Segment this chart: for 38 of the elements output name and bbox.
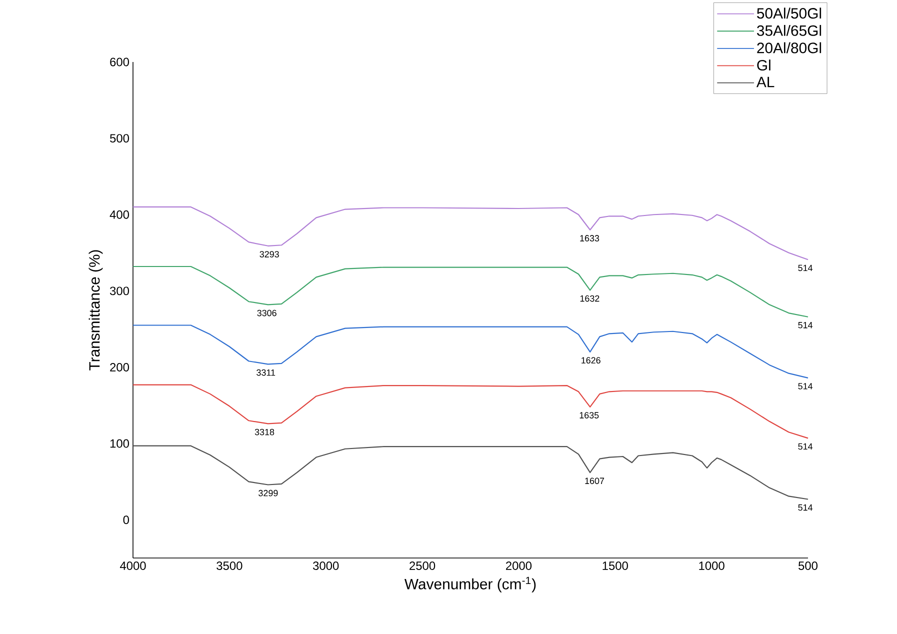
annotation: 514 bbox=[798, 443, 813, 450]
y-tick-label: 400 bbox=[110, 210, 130, 219]
x-tick-label: 500 bbox=[798, 562, 818, 570]
legend-label: AL bbox=[756, 76, 774, 88]
x-axis-title: Wavenumber (cm$^{-1}$) bbox=[404, 576, 536, 592]
y-axis-title: Transmittance (%) bbox=[88, 250, 103, 370]
x-tick-label: 3500 bbox=[216, 562, 242, 570]
x-tick-label: 1000 bbox=[699, 562, 724, 570]
annotation: 1635 bbox=[580, 412, 599, 418]
x-tick-label: 2500 bbox=[410, 562, 436, 570]
legend-label: 50Al/50Gl bbox=[757, 8, 822, 19]
annotation: 1633 bbox=[580, 235, 600, 242]
x-tick-label: 4000 bbox=[120, 562, 146, 570]
annotation: 3293 bbox=[260, 251, 279, 258]
legend-label: Gl bbox=[757, 60, 770, 71]
annotation: 3311 bbox=[256, 369, 276, 376]
x-tick-label: 2000 bbox=[506, 562, 532, 570]
y-tick-label: 300 bbox=[110, 286, 130, 296]
x-tick-label: 3000 bbox=[313, 562, 339, 570]
annotation: 3318 bbox=[254, 428, 274, 436]
annotation: 514 bbox=[798, 504, 813, 511]
y-tick-label: 200 bbox=[110, 363, 130, 372]
legend-label: 20Al/80Gl bbox=[757, 42, 822, 54]
annotation: 3299 bbox=[258, 490, 278, 496]
annotation: 3306 bbox=[257, 310, 276, 316]
annotation: 1607 bbox=[585, 478, 604, 484]
y-tick-label: 500 bbox=[110, 134, 130, 143]
legend-label: 35Al/65Gl bbox=[756, 24, 822, 36]
x-tick-label: 1500 bbox=[602, 562, 628, 570]
y-tick-label: 600 bbox=[110, 58, 130, 66]
annotation: 1626 bbox=[582, 357, 600, 364]
line-series bbox=[132, 206, 809, 260]
annotation: 514 bbox=[798, 383, 813, 390]
y-tick-label: 100 bbox=[110, 439, 130, 448]
annotation: 514 bbox=[798, 264, 813, 272]
y-tick-label: 0 bbox=[123, 516, 130, 524]
annotation: 1632 bbox=[580, 295, 600, 302]
annotation: 514 bbox=[798, 322, 813, 328]
